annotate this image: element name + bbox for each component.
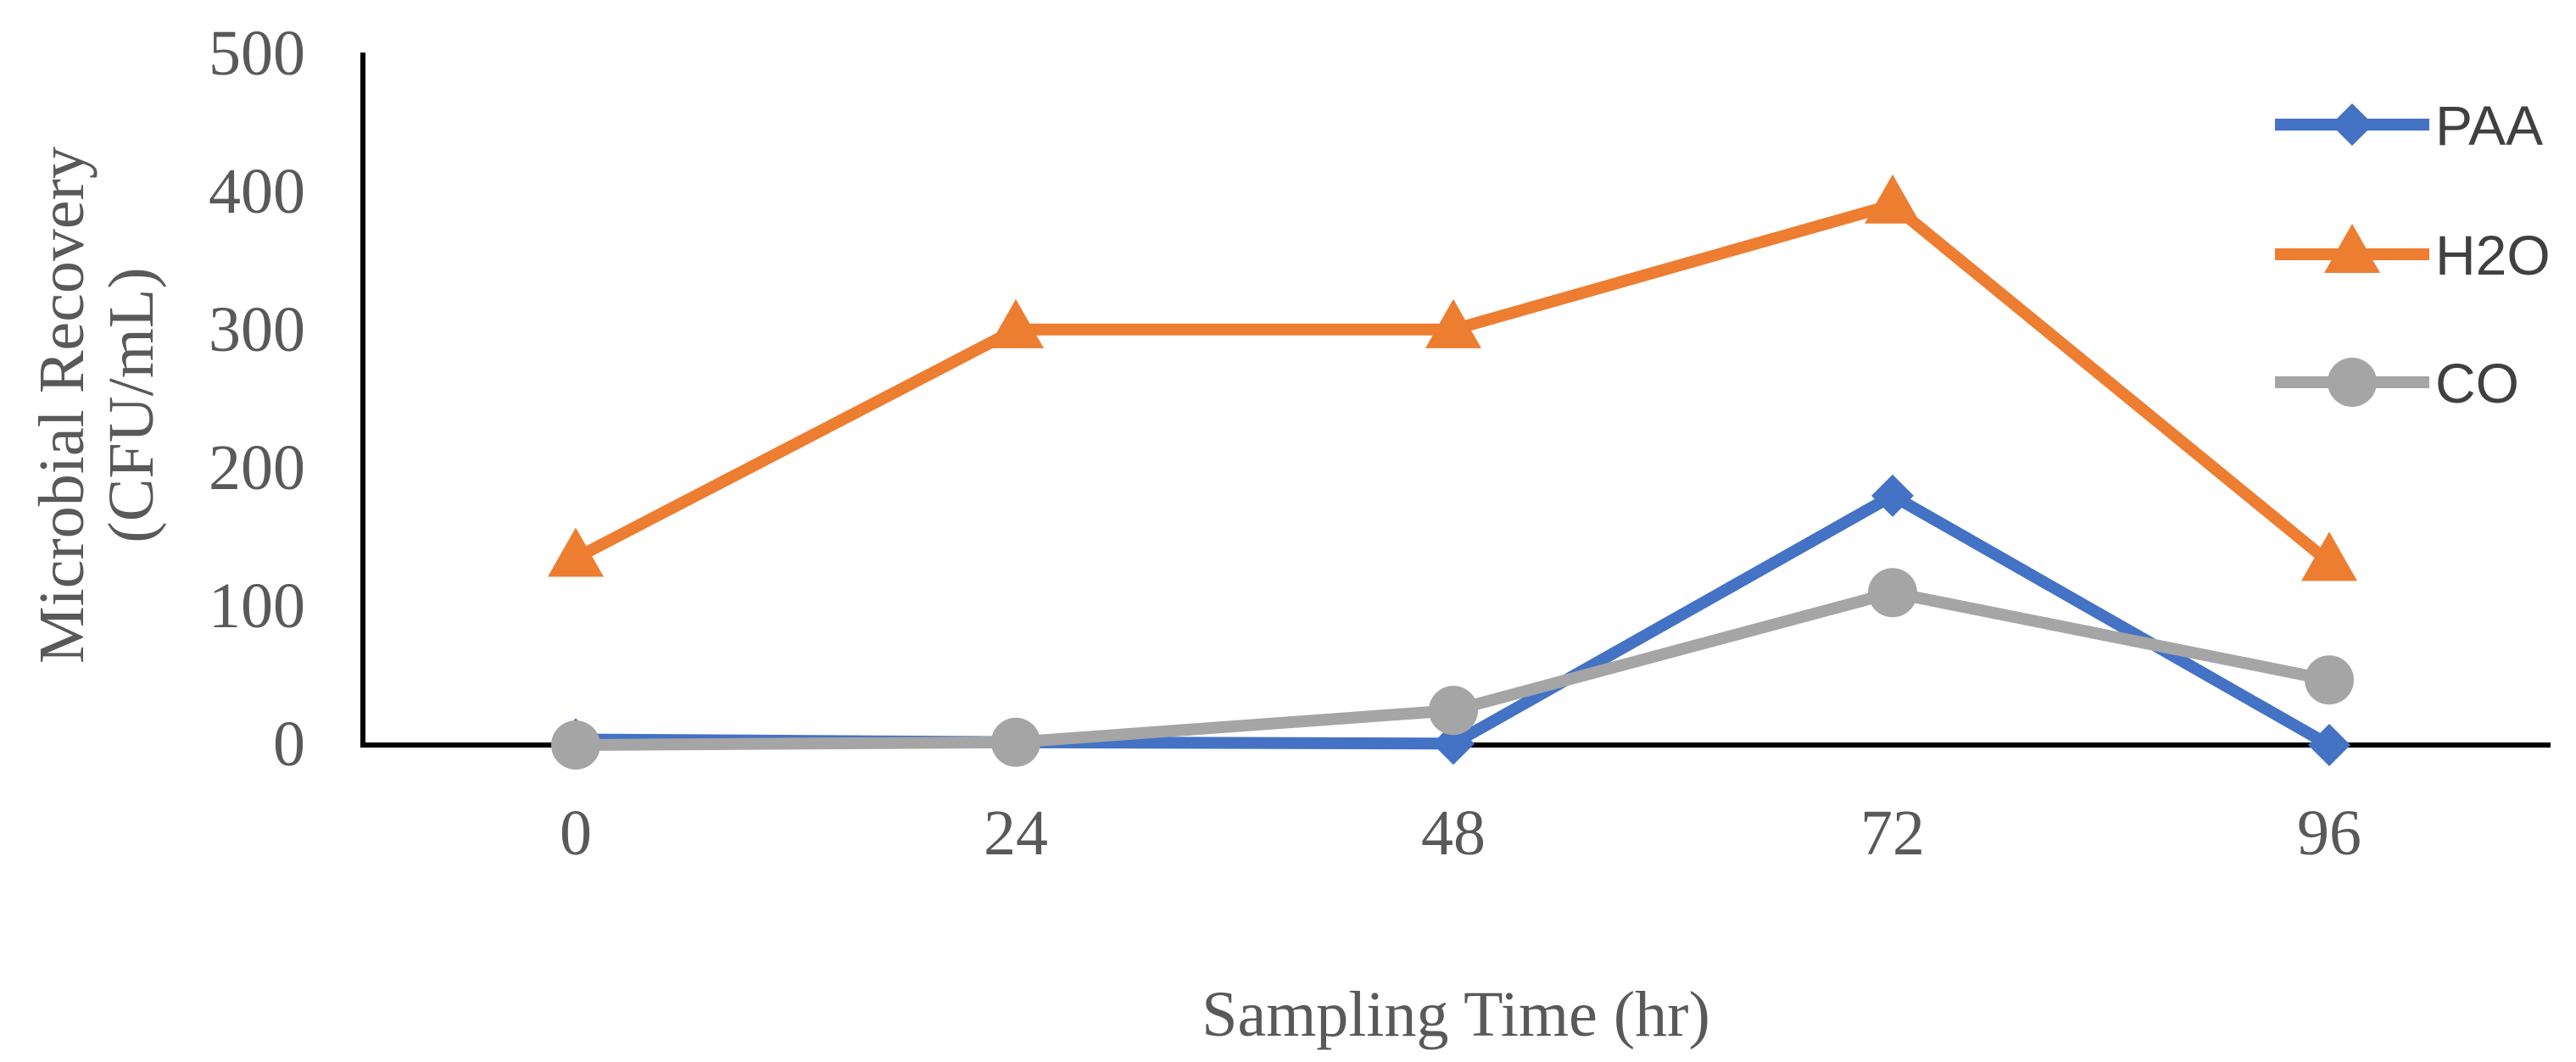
legend-item-h2o: H2O [2275,224,2551,286]
data-point-h2o [1425,298,1481,348]
x-tick-label: 96 [2297,798,2361,869]
y-tick-label: 400 [209,156,305,227]
data-point-paa [1432,722,1475,765]
x-tick-label: 72 [1860,798,1925,869]
x-tick-label: 24 [984,798,1048,869]
legend-item-co: CO [2275,352,2519,414]
data-point-paa [2308,724,2350,766]
legend-label-h2o: H2O [2435,224,2551,286]
series-layer [548,174,2357,770]
y-axis-title: Microbial Recovery (CFU/mL) [26,147,167,664]
x-axis-title: Sampling Time (hr) [1202,979,1710,1050]
data-point-co [1429,686,1478,736]
data-point-co [551,720,600,770]
legend-item-paa: PAA [2275,94,2543,157]
y-tick-labels: 0 100 200 300 400 500 [209,18,305,780]
data-point-h2o [2301,531,2357,581]
y-tick-label: 500 [209,18,305,89]
y-tick-label: 200 [209,432,305,503]
y-axis-title-line-1: Microbial Recovery [26,147,98,664]
y-tick-label: 100 [209,570,305,642]
data-point-h2o [548,527,604,577]
data-point-h2o [988,298,1044,348]
legend-marker-co [2328,358,2377,407]
data-point-co [991,717,1040,767]
x-tick-label: 48 [1421,798,1486,869]
legend-label-co: CO [2435,352,2519,414]
legend-marker-paa [2331,103,2373,146]
y-tick-label: 300 [209,294,305,365]
legend: PAA H2O CO [2275,94,2551,414]
series-co [551,568,2354,770]
y-tick-label: 0 [273,709,305,780]
data-point-h2o [1865,174,1921,224]
series-line-h2o [570,198,2335,569]
y-axis-title-line-2: (CFU/mL) [96,267,167,542]
legend-marker-h2o [2324,224,2380,274]
x-tick-label: 0 [560,798,592,869]
data-point-co [2305,655,2354,705]
series-h2o [548,174,2357,581]
x-tick-labels: 0 24 48 72 96 [560,798,2361,869]
legend-label-paa: PAA [2435,94,2543,157]
data-point-co [1868,568,1917,618]
data-point-paa [1871,474,1914,517]
